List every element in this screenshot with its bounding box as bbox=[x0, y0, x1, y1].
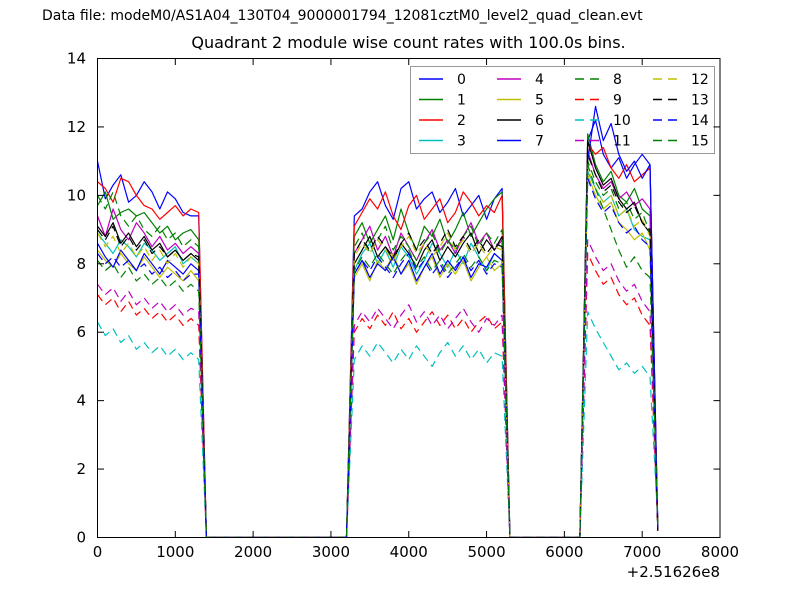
datafile-label: Data file: modeM0/AS1A04_130T04_90000017… bbox=[42, 8, 643, 24]
legend-label-0: 0 bbox=[457, 72, 466, 88]
y-tick-label: 8 bbox=[76, 255, 86, 273]
y-tick-label: 4 bbox=[76, 392, 86, 410]
series-line-1 bbox=[97, 133, 659, 538]
y-tick-label: 14 bbox=[67, 50, 86, 68]
chart-title: Quadrant 2 module wise count rates with … bbox=[191, 33, 626, 52]
series-line-12 bbox=[97, 167, 659, 538]
legend-label-5: 5 bbox=[535, 93, 544, 109]
series-line-9 bbox=[97, 252, 659, 538]
legend-label-12: 12 bbox=[691, 72, 709, 88]
series-line-2 bbox=[97, 143, 659, 538]
legend-label-7: 7 bbox=[535, 134, 544, 150]
x-tick-label: 2000 bbox=[234, 543, 272, 561]
legend-label-4: 4 bbox=[535, 72, 544, 88]
legend-label-2: 2 bbox=[457, 113, 466, 129]
legend-label-13: 13 bbox=[691, 93, 709, 109]
x-tick-label: 1000 bbox=[156, 543, 194, 561]
x-tick-label: 3000 bbox=[312, 543, 350, 561]
legend-label-1: 1 bbox=[457, 93, 466, 109]
y-tick-label: 0 bbox=[76, 529, 86, 547]
series-line-15 bbox=[97, 164, 659, 538]
x-axis-offset-label: +2.51626e8 bbox=[626, 563, 720, 581]
legend-label-10: 10 bbox=[613, 113, 631, 129]
x-tick-label: 5000 bbox=[467, 543, 505, 561]
legend-label-3: 3 bbox=[457, 134, 466, 150]
series-line-13 bbox=[97, 153, 659, 538]
y-tick-label: 10 bbox=[67, 186, 86, 204]
y-tick-label: 12 bbox=[67, 118, 86, 136]
legend-label-8: 8 bbox=[613, 72, 622, 88]
x-tick-label: 0 bbox=[93, 543, 103, 561]
legend-label-9: 9 bbox=[613, 93, 622, 109]
legend-label-14: 14 bbox=[691, 113, 709, 129]
series-line-8 bbox=[97, 160, 659, 538]
series-line-10 bbox=[97, 311, 659, 538]
series-line-11 bbox=[97, 239, 659, 538]
x-tick-label: 8000 bbox=[701, 543, 739, 561]
series-line-0 bbox=[97, 119, 659, 538]
series-line-3 bbox=[97, 170, 659, 538]
series-line-14 bbox=[97, 177, 659, 538]
y-tick-label: 6 bbox=[76, 323, 86, 341]
x-tick-label: 6000 bbox=[545, 543, 583, 561]
legend-box bbox=[410, 66, 715, 154]
y-tick-label: 2 bbox=[76, 460, 86, 478]
legend-label-15: 15 bbox=[691, 134, 709, 150]
x-tick-label: 7000 bbox=[623, 543, 661, 561]
legend-label-11: 11 bbox=[613, 134, 631, 150]
series-line-7 bbox=[97, 105, 659, 538]
x-tick-label: 4000 bbox=[390, 543, 428, 561]
legend-label-6: 6 bbox=[535, 113, 544, 129]
series-line-5 bbox=[97, 174, 659, 538]
series-line-6 bbox=[97, 140, 659, 538]
